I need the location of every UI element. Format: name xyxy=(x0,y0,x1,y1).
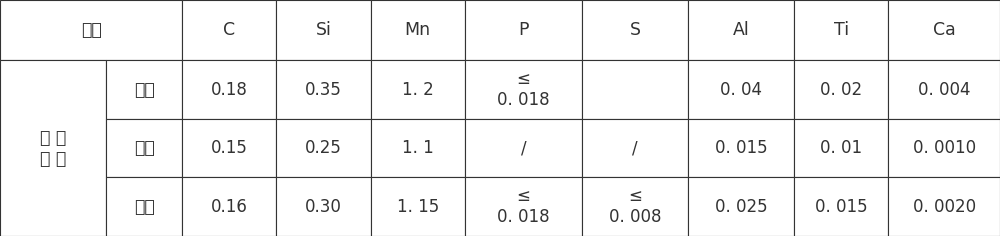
Text: ≤
0. 008: ≤ 0. 008 xyxy=(609,187,662,226)
Bar xyxy=(0,60,106,236)
Text: Ti: Ti xyxy=(834,21,849,39)
Text: C: C xyxy=(223,21,235,39)
Text: 0.35: 0.35 xyxy=(305,80,342,99)
Text: /: / xyxy=(521,139,526,157)
Text: 牌号: 牌号 xyxy=(81,21,102,39)
Text: 0.25: 0.25 xyxy=(305,139,342,157)
Text: 目标: 目标 xyxy=(134,198,154,216)
Bar xyxy=(371,177,465,236)
Text: ≤
0. 018: ≤ 0. 018 xyxy=(497,187,550,226)
Bar xyxy=(582,119,688,177)
Text: Ca: Ca xyxy=(933,21,955,39)
Text: P: P xyxy=(518,21,529,39)
Bar xyxy=(688,0,794,60)
Bar xyxy=(465,119,582,177)
Text: Si: Si xyxy=(316,21,331,39)
Bar xyxy=(276,60,371,119)
Text: 0. 015: 0. 015 xyxy=(715,139,767,157)
Text: 1. 15: 1. 15 xyxy=(397,198,439,216)
Bar xyxy=(794,60,888,119)
Text: 0. 025: 0. 025 xyxy=(715,198,767,216)
Bar xyxy=(888,0,1000,60)
Bar xyxy=(794,119,888,177)
Text: Mn: Mn xyxy=(405,21,431,39)
Text: 上限: 上限 xyxy=(134,80,154,99)
Text: 0. 0020: 0. 0020 xyxy=(913,198,976,216)
Text: 0.16: 0.16 xyxy=(211,198,248,216)
Bar xyxy=(0,0,182,60)
Text: 下限: 下限 xyxy=(134,139,154,157)
Bar xyxy=(888,177,1000,236)
Text: 0. 015: 0. 015 xyxy=(815,198,867,216)
Bar xyxy=(582,177,688,236)
Bar xyxy=(182,177,276,236)
Text: 0.15: 0.15 xyxy=(211,139,248,157)
Text: 0.18: 0.18 xyxy=(211,80,248,99)
Bar xyxy=(688,60,794,119)
Bar xyxy=(106,119,182,177)
Bar xyxy=(688,119,794,177)
Bar xyxy=(371,60,465,119)
Bar xyxy=(688,177,794,236)
Text: 1. 1: 1. 1 xyxy=(402,139,434,157)
Text: /: / xyxy=(632,139,638,157)
Bar xyxy=(794,0,888,60)
Bar xyxy=(888,60,1000,119)
Bar xyxy=(888,119,1000,177)
Text: 0. 004: 0. 004 xyxy=(918,80,970,99)
Bar xyxy=(276,0,371,60)
Text: 控 制
要 求: 控 制 要 求 xyxy=(40,129,66,168)
Bar xyxy=(582,60,688,119)
Bar xyxy=(276,119,371,177)
Bar xyxy=(106,60,182,119)
Text: S: S xyxy=(630,21,641,39)
Bar xyxy=(465,177,582,236)
Bar xyxy=(182,60,276,119)
Bar xyxy=(465,60,582,119)
Text: Al: Al xyxy=(733,21,750,39)
Bar xyxy=(276,177,371,236)
Bar xyxy=(371,119,465,177)
Text: 1. 2: 1. 2 xyxy=(402,80,434,99)
Text: 0.30: 0.30 xyxy=(305,198,342,216)
Text: ≤
0. 018: ≤ 0. 018 xyxy=(497,70,550,109)
Text: 0. 02: 0. 02 xyxy=(820,80,862,99)
Bar xyxy=(371,0,465,60)
Text: 0. 01: 0. 01 xyxy=(820,139,862,157)
Bar xyxy=(182,119,276,177)
Bar xyxy=(182,0,276,60)
Text: 0. 04: 0. 04 xyxy=(720,80,762,99)
Bar xyxy=(794,177,888,236)
Bar xyxy=(582,0,688,60)
Text: 0. 0010: 0. 0010 xyxy=(913,139,976,157)
Bar xyxy=(465,0,582,60)
Bar xyxy=(106,177,182,236)
